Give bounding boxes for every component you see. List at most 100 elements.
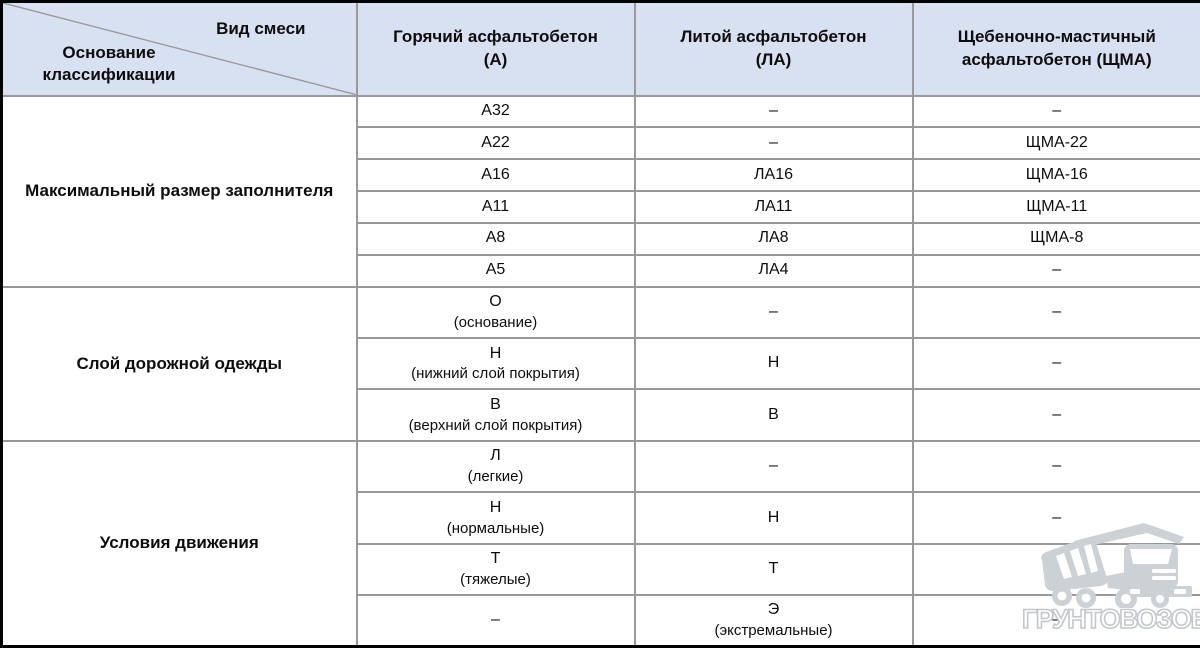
cell-subvalue: (тяжелые) [460, 570, 531, 588]
cell-value: Н [767, 508, 780, 526]
cell-value: ЩМА-8 [1030, 229, 1084, 247]
cell-value: Н [489, 344, 502, 362]
cell-value: – [769, 102, 778, 120]
corner-label-mix-type: Вид смеси [216, 19, 306, 38]
cell-value: – [769, 457, 778, 475]
cell-value: – [1052, 405, 1062, 423]
cell-value: Т [768, 559, 779, 577]
cell-subvalue: (нижний слой покрытия) [411, 365, 580, 383]
table-row: А16 ЛА16 ЩМА-16 [2, 158, 1200, 193]
cell-sma: – [911, 337, 1200, 391]
cell-hot: В (верхний слой покрытия) [355, 388, 636, 442]
header-row: Вид смеси Основание классификации Горячи… [0, 0, 1200, 97]
cell-hot: О (основание) [355, 285, 636, 340]
cell-cast: – [633, 126, 914, 161]
cell-hot: Л (легкие) [355, 439, 636, 494]
cell-hot: А5 [355, 253, 636, 288]
cell-value: А22 [481, 133, 510, 151]
cell-hot: А22 [355, 126, 636, 161]
cell-sma: ЩМА-8 [911, 221, 1200, 256]
cell-value: – [1052, 354, 1062, 372]
cell-value: – [1052, 508, 1062, 526]
cell-cast: – [633, 285, 914, 340]
cell-hot: А11 [355, 190, 636, 224]
cell-cast: – [633, 94, 914, 129]
cell-hot: А16 [355, 158, 636, 193]
cell-sma: – [911, 94, 1200, 129]
group-label-pavement-layer: Слой дорожной одежды [0, 285, 358, 442]
cell-cast: Н [633, 491, 914, 545]
cell-subvalue: (верхний слой покрытия) [408, 416, 583, 434]
table-row: Н (нормальные) Н – [2, 491, 1200, 545]
cell-value: А32 [481, 102, 510, 120]
cell-value: – [769, 302, 778, 320]
cell-subvalue: (легкие) [467, 468, 524, 486]
table-row: Н (нижний слой покрытия) Н – [2, 337, 1200, 391]
cell-value: – [1052, 611, 1062, 629]
cell-value: А16 [481, 165, 510, 183]
cell-sma: ЩМА-11 [911, 190, 1200, 224]
cell-value: ЛА11 [754, 197, 793, 215]
cell-hot: А8 [355, 221, 636, 256]
cell-value: – [1052, 457, 1062, 475]
cell-subvalue: (основание) [453, 314, 538, 331]
cell-cast: ЛА16 [633, 158, 914, 193]
cell-sma: – [911, 439, 1200, 494]
cell-value: А11 [481, 197, 510, 215]
table-row: А5 ЛА4 – [2, 253, 1200, 288]
cell-sma: – [911, 285, 1200, 340]
corner-label-classification-basis: Основание классификации [42, 43, 176, 85]
cell-hot: Т (тяжелые) [355, 542, 636, 597]
cell-sma: – [911, 491, 1200, 545]
cell-value: В [768, 405, 779, 423]
cell-value: Т [490, 550, 501, 568]
cell-value: О [489, 293, 502, 311]
group-label-traffic-conditions: Условия движения [0, 439, 358, 648]
cell-subvalue: (экстремальные) [714, 622, 833, 640]
table-row: А11 ЛА11 ЩМА-11 [2, 190, 1200, 224]
cell-cast: Н [633, 337, 914, 391]
column-header-cast-asphalt: Литой асфальтобетон (ЛА) [633, 0, 914, 97]
cell-sma: – [911, 542, 1200, 597]
table-row: Максимальный размер заполнителя А32 – – [0, 94, 1200, 288]
cell-cast: ЛА8 [633, 221, 914, 256]
cell-cast: – [633, 439, 914, 494]
table-row: Условия движения Л (легкие) – – [0, 439, 1200, 648]
cell-hot: А32 [355, 94, 636, 129]
cell-cast: Т [633, 542, 914, 597]
table-row: Слой дорожной одежды О (основание) – – [0, 285, 1200, 442]
cell-sma: – [911, 253, 1200, 288]
cell-value: – [1052, 559, 1062, 577]
cell-value: В [490, 395, 501, 413]
cell-value: А5 [485, 261, 506, 279]
cell-sma: – [911, 594, 1200, 648]
column-header-hot-asphalt: Горячий асфальтобетон (А) [355, 0, 636, 97]
cell-value: – [1052, 102, 1062, 120]
cell-value: ЩМА-16 [1025, 165, 1088, 183]
cell-value: ЛА16 [754, 165, 793, 183]
cell-value: – [1052, 261, 1062, 279]
cell-sma: ЩМА-22 [911, 126, 1200, 161]
cell-value: Э [767, 601, 780, 619]
cell-value: ЛА8 [758, 229, 789, 247]
table-row: А22 – ЩМА-22 [2, 126, 1200, 161]
cell-value: ЛА4 [758, 261, 789, 279]
cell-cast: В [633, 388, 914, 442]
cell-value: ЩМА-11 [1026, 197, 1088, 215]
cell-cast: Э (экстремальные) [633, 594, 914, 648]
cell-sma: – [911, 388, 1200, 442]
cell-hot: – [355, 594, 636, 648]
cell-value: ЩМА-22 [1025, 133, 1088, 151]
cell-value: – [769, 133, 778, 151]
cell-value: Н [767, 354, 780, 372]
cell-cast: ЛА4 [633, 253, 914, 288]
diagonal-divider [3, 3, 356, 95]
cell-value: Л [490, 447, 501, 465]
table-row: В (верхний слой покрытия) В – [2, 388, 1200, 442]
group-label-max-aggregate-size: Максимальный размер заполнителя [0, 94, 358, 288]
cell-value: А8 [485, 229, 506, 247]
table-row: А8 ЛА8 ЩМА-8 [2, 221, 1200, 256]
cell-value: Н [489, 498, 502, 516]
